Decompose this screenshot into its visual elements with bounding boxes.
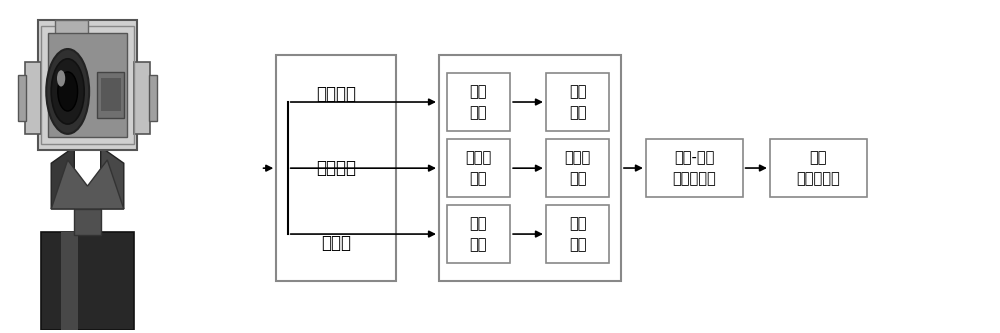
Bar <box>74 209 101 235</box>
Bar <box>55 20 88 36</box>
FancyBboxPatch shape <box>770 139 867 197</box>
Text: 数值
分析: 数值 分析 <box>569 84 586 120</box>
Text: 反步-滑模
控制器设计: 反步-滑模 控制器设计 <box>672 150 716 186</box>
FancyBboxPatch shape <box>447 205 510 263</box>
Bar <box>41 26 134 144</box>
Text: 动力耦合: 动力耦合 <box>317 85 357 103</box>
Text: 强干扰: 强干扰 <box>322 233 352 251</box>
Text: 理论
模型: 理论 模型 <box>470 84 487 120</box>
Bar <box>48 33 127 137</box>
Bar <box>25 62 41 134</box>
Bar <box>18 75 26 121</box>
FancyBboxPatch shape <box>447 73 510 131</box>
Polygon shape <box>51 160 124 209</box>
Circle shape <box>46 49 89 134</box>
Circle shape <box>51 59 84 124</box>
FancyBboxPatch shape <box>439 55 621 281</box>
Text: 特征
提取: 特征 提取 <box>569 216 586 252</box>
Circle shape <box>58 72 78 111</box>
Bar <box>149 75 157 121</box>
Text: 试验
模型: 试验 模型 <box>470 216 487 252</box>
Bar <box>134 62 150 134</box>
FancyBboxPatch shape <box>546 139 609 197</box>
Bar <box>97 72 124 118</box>
FancyBboxPatch shape <box>546 73 609 131</box>
Circle shape <box>57 70 65 87</box>
Polygon shape <box>51 147 74 209</box>
Bar <box>101 78 120 111</box>
Text: 有限元
分析: 有限元 分析 <box>564 150 591 186</box>
Polygon shape <box>101 147 124 209</box>
Bar <box>61 232 78 330</box>
Bar <box>38 20 137 150</box>
FancyBboxPatch shape <box>646 139 743 197</box>
FancyBboxPatch shape <box>546 205 609 263</box>
Text: 半物理
模型: 半物理 模型 <box>465 150 492 186</box>
FancyBboxPatch shape <box>447 139 510 197</box>
Text: 性能
分析及优化: 性能 分析及优化 <box>796 150 840 186</box>
Bar <box>41 232 134 330</box>
FancyBboxPatch shape <box>276 55 396 281</box>
Text: 刚柔耦合: 刚柔耦合 <box>317 159 357 177</box>
